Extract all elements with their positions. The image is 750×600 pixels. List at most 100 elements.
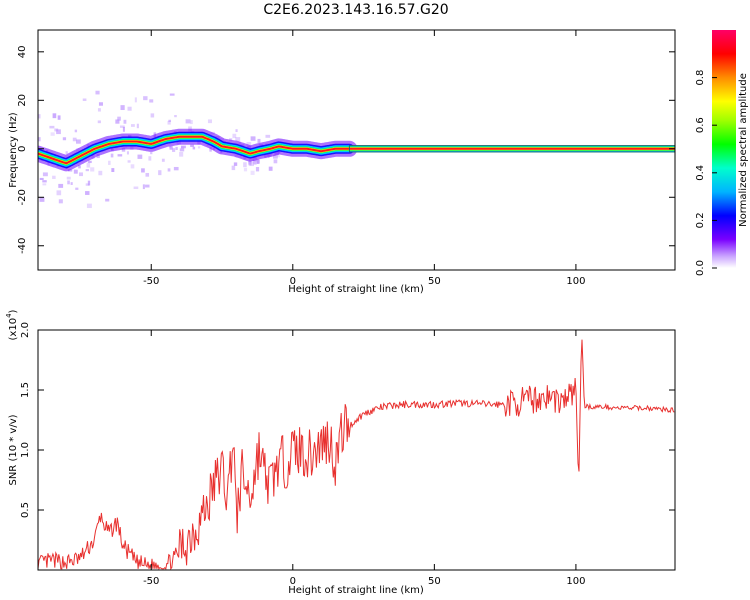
x-tick-label: 100 xyxy=(566,276,585,287)
noise-cell xyxy=(108,160,111,165)
noise-cell xyxy=(54,128,59,132)
x-tick-label: -50 xyxy=(143,276,159,287)
noise-cell xyxy=(42,183,47,186)
snr-ticks: -50 0 50 100 0.5 1.0 1.5 2.0 xyxy=(20,322,675,587)
noise-cell xyxy=(233,162,238,166)
noise-cell xyxy=(169,146,173,150)
snr-xlabel: Height of straight line (km) xyxy=(288,585,424,596)
noise-cell xyxy=(185,119,191,124)
figure-title: C2E6.2023.143.16.57.G20 xyxy=(263,2,448,18)
noise-cell xyxy=(142,184,145,190)
noise-cell xyxy=(190,144,194,147)
noise-cell xyxy=(119,125,125,128)
noise-cell xyxy=(136,123,139,129)
noise-cell xyxy=(127,106,132,111)
noise-cell xyxy=(42,172,48,177)
noise-cell xyxy=(90,167,95,172)
snr-multiplier-exp: 4 xyxy=(5,313,13,318)
noise-cell xyxy=(38,114,41,119)
noise-cell xyxy=(167,168,171,172)
noise-cell xyxy=(192,146,196,150)
x-tick-label: 50 xyxy=(428,276,441,287)
colorbar-label: Normalized spectral amplitude xyxy=(738,73,749,227)
noise-cell xyxy=(265,134,271,138)
noise-cell xyxy=(134,97,137,103)
noise-cell xyxy=(255,167,260,172)
noise-cell xyxy=(97,120,101,124)
noise-cell xyxy=(79,172,83,177)
noise-cell xyxy=(253,160,257,165)
noise-cell xyxy=(98,102,103,106)
spectrogram-ylabel: Frequency (Hz) xyxy=(8,112,19,188)
noise-cell xyxy=(243,167,248,172)
x-tick-label: 50 xyxy=(428,576,441,587)
noise-cell xyxy=(169,93,175,96)
y-tick-label: 40 xyxy=(17,45,28,58)
noise-cell xyxy=(95,90,100,95)
noise-cell xyxy=(168,119,172,122)
noise-cell xyxy=(181,145,186,149)
noise-cell xyxy=(49,125,55,129)
noise-cell xyxy=(78,165,81,169)
noise-cell xyxy=(39,177,44,181)
snr-multiplier-base: (x10 xyxy=(8,318,19,341)
noise-cell xyxy=(82,98,87,101)
x-tick-label: 100 xyxy=(566,576,585,587)
noise-cell xyxy=(179,151,184,157)
noise-cell xyxy=(111,168,115,172)
noise-cell xyxy=(88,160,92,164)
noise-cell xyxy=(268,166,273,171)
noise-cell xyxy=(229,138,233,141)
noise-cell xyxy=(145,172,150,177)
spectrogram-panel: -50 0 50 100 -40 -20 0 20 40 Height of straight … xyxy=(8,29,676,295)
colorbar-tick-label: 0.6 xyxy=(695,117,706,133)
noise-cell xyxy=(38,137,41,142)
noise-cell xyxy=(231,165,236,171)
noise-cell xyxy=(256,159,259,164)
noise-cell xyxy=(58,183,64,188)
colorbar-tick-label: 0.8 xyxy=(695,70,706,86)
noise-cell xyxy=(133,186,139,190)
noise-cell xyxy=(149,99,154,103)
noise-cell xyxy=(50,132,55,136)
colorbar-tick-label: 0.4 xyxy=(695,165,706,181)
snr-panel: -50 0 50 100 0.5 1.0 1.5 2.0 Height of straight… xyxy=(5,309,676,596)
noise-cell xyxy=(150,152,153,155)
noise-cell xyxy=(72,137,77,142)
noise-cell xyxy=(249,161,254,167)
y-tick-label: 1.0 xyxy=(20,442,31,458)
noise-cell xyxy=(70,182,73,185)
colorbar: 0.0 0.2 0.4 0.6 0.8 Normalized spectral ampl… xyxy=(695,30,749,276)
noise-cell xyxy=(257,138,261,143)
noise-cell xyxy=(250,136,256,141)
y-tick-label: 2.0 xyxy=(20,322,31,338)
noise-cell xyxy=(75,187,79,190)
noise-cell xyxy=(175,146,178,150)
spectrogram-frame xyxy=(37,29,676,271)
spectrogram-xlabel: Height of straight line (km) xyxy=(288,284,424,295)
spectrogram-heatmap xyxy=(38,90,675,209)
noise-cell xyxy=(74,129,78,133)
noise-cell xyxy=(141,168,145,173)
noise-cell xyxy=(39,197,45,202)
noise-cell xyxy=(250,136,256,142)
colorbar-gradient xyxy=(712,30,736,268)
y-tick-label: -20 xyxy=(17,189,28,205)
noise-cell xyxy=(126,151,129,155)
noise-cell xyxy=(172,148,176,152)
noise-cell xyxy=(85,191,90,195)
x-tick-label: 0 xyxy=(290,276,296,287)
x-tick-label: 0 xyxy=(290,576,296,587)
noise-cell xyxy=(179,148,185,152)
noise-cell xyxy=(115,119,120,124)
colorbar-ticks: 0.0 0.2 0.4 0.6 0.8 xyxy=(695,70,717,276)
ridge-band-5 xyxy=(38,135,675,165)
noise-cell xyxy=(75,139,81,144)
noise-cell xyxy=(123,119,127,124)
noise-cell xyxy=(235,129,238,133)
noise-cell xyxy=(110,153,114,158)
snr-series-line xyxy=(38,339,675,570)
noise-cell xyxy=(277,155,281,158)
snr-ylabel: SNR (10 * v/v) xyxy=(8,414,19,485)
